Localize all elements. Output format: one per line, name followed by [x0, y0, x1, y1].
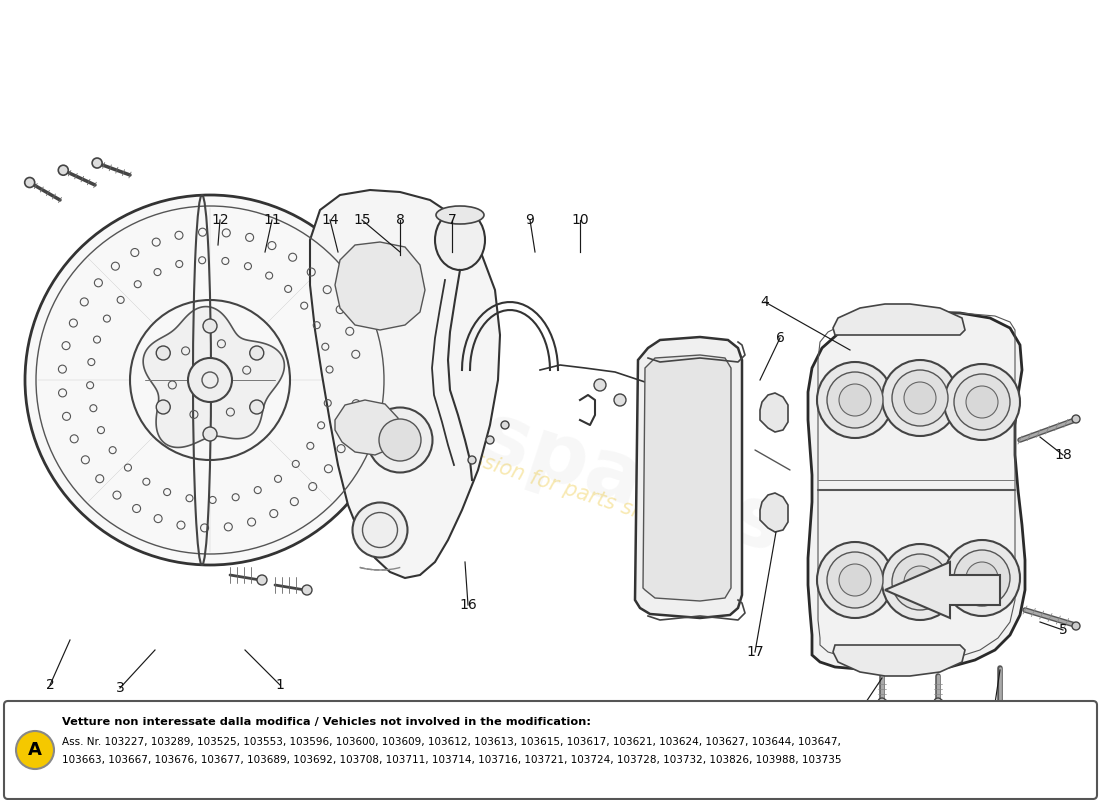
Circle shape: [882, 360, 958, 436]
Circle shape: [904, 566, 936, 598]
Text: Ass. Nr. 103227, 103289, 103525, 103553, 103596, 103600, 103609, 103612, 103613,: Ass. Nr. 103227, 103289, 103525, 103553,…: [62, 737, 840, 747]
Text: 15: 15: [353, 213, 371, 227]
Text: A: A: [29, 741, 42, 759]
Text: 16: 16: [459, 598, 477, 612]
Polygon shape: [833, 645, 965, 676]
Ellipse shape: [436, 206, 484, 224]
Text: a passion for parts since 1...: a passion for parts since 1...: [427, 435, 714, 545]
Circle shape: [1072, 622, 1080, 630]
Circle shape: [25, 195, 395, 565]
Circle shape: [188, 358, 232, 402]
Circle shape: [204, 319, 217, 333]
Circle shape: [954, 550, 1010, 606]
Text: 7: 7: [448, 213, 456, 227]
Circle shape: [954, 374, 1010, 430]
Text: 14: 14: [321, 213, 339, 227]
Circle shape: [1072, 415, 1080, 423]
Text: 2: 2: [45, 678, 54, 692]
Circle shape: [250, 400, 264, 414]
Circle shape: [594, 379, 606, 391]
Circle shape: [24, 178, 35, 187]
Text: 11: 11: [263, 213, 280, 227]
Polygon shape: [644, 355, 732, 601]
Circle shape: [257, 575, 267, 585]
Circle shape: [817, 362, 893, 438]
Circle shape: [839, 564, 871, 596]
Circle shape: [966, 386, 998, 418]
Circle shape: [827, 372, 883, 428]
Polygon shape: [143, 306, 285, 447]
Circle shape: [827, 552, 883, 608]
Circle shape: [16, 731, 54, 769]
Polygon shape: [833, 304, 965, 335]
Circle shape: [892, 554, 948, 610]
Text: 103663, 103667, 103676, 103677, 103689, 103692, 103708, 103711, 103714, 103716, : 103663, 103667, 103676, 103677, 103689, …: [62, 755, 842, 765]
Text: 19: 19: [854, 701, 871, 715]
Circle shape: [944, 364, 1020, 440]
Ellipse shape: [352, 502, 407, 558]
Text: 9: 9: [526, 213, 535, 227]
Text: 12: 12: [211, 213, 229, 227]
Circle shape: [904, 382, 936, 414]
Circle shape: [996, 728, 1005, 738]
Circle shape: [204, 427, 217, 441]
Circle shape: [934, 698, 942, 706]
Polygon shape: [336, 400, 400, 455]
Circle shape: [966, 562, 998, 594]
Circle shape: [156, 346, 170, 360]
Text: 4: 4: [760, 295, 769, 309]
Text: 6: 6: [776, 331, 784, 345]
Polygon shape: [886, 562, 1000, 618]
Text: 13: 13: [979, 743, 997, 757]
Circle shape: [250, 346, 264, 360]
Circle shape: [892, 370, 948, 426]
Polygon shape: [760, 393, 788, 432]
Circle shape: [156, 400, 170, 414]
Text: 17: 17: [746, 645, 763, 659]
Polygon shape: [808, 312, 1025, 670]
Text: 5: 5: [1058, 623, 1067, 637]
Circle shape: [58, 166, 68, 175]
Text: 18: 18: [1054, 448, 1071, 462]
Text: 8: 8: [396, 213, 405, 227]
Ellipse shape: [367, 407, 432, 473]
FancyBboxPatch shape: [4, 701, 1097, 799]
Circle shape: [92, 158, 102, 168]
Ellipse shape: [379, 419, 421, 461]
Circle shape: [882, 544, 958, 620]
Circle shape: [614, 394, 626, 406]
Polygon shape: [310, 190, 500, 578]
Text: 1: 1: [276, 678, 285, 692]
Ellipse shape: [434, 210, 485, 270]
Circle shape: [468, 456, 476, 464]
Text: 3: 3: [116, 681, 124, 695]
Circle shape: [486, 436, 494, 444]
Circle shape: [302, 585, 312, 595]
Text: 10: 10: [571, 213, 588, 227]
Circle shape: [500, 421, 509, 429]
Circle shape: [878, 698, 886, 706]
Text: eurospares: eurospares: [266, 330, 793, 570]
Circle shape: [817, 542, 893, 618]
Polygon shape: [336, 242, 425, 330]
Circle shape: [944, 540, 1020, 616]
Polygon shape: [760, 493, 788, 532]
Polygon shape: [635, 337, 742, 618]
Circle shape: [839, 384, 871, 416]
Text: Vetture non interessate dalla modifica / Vehicles not involved in the modificati: Vetture non interessate dalla modifica /…: [62, 717, 591, 727]
